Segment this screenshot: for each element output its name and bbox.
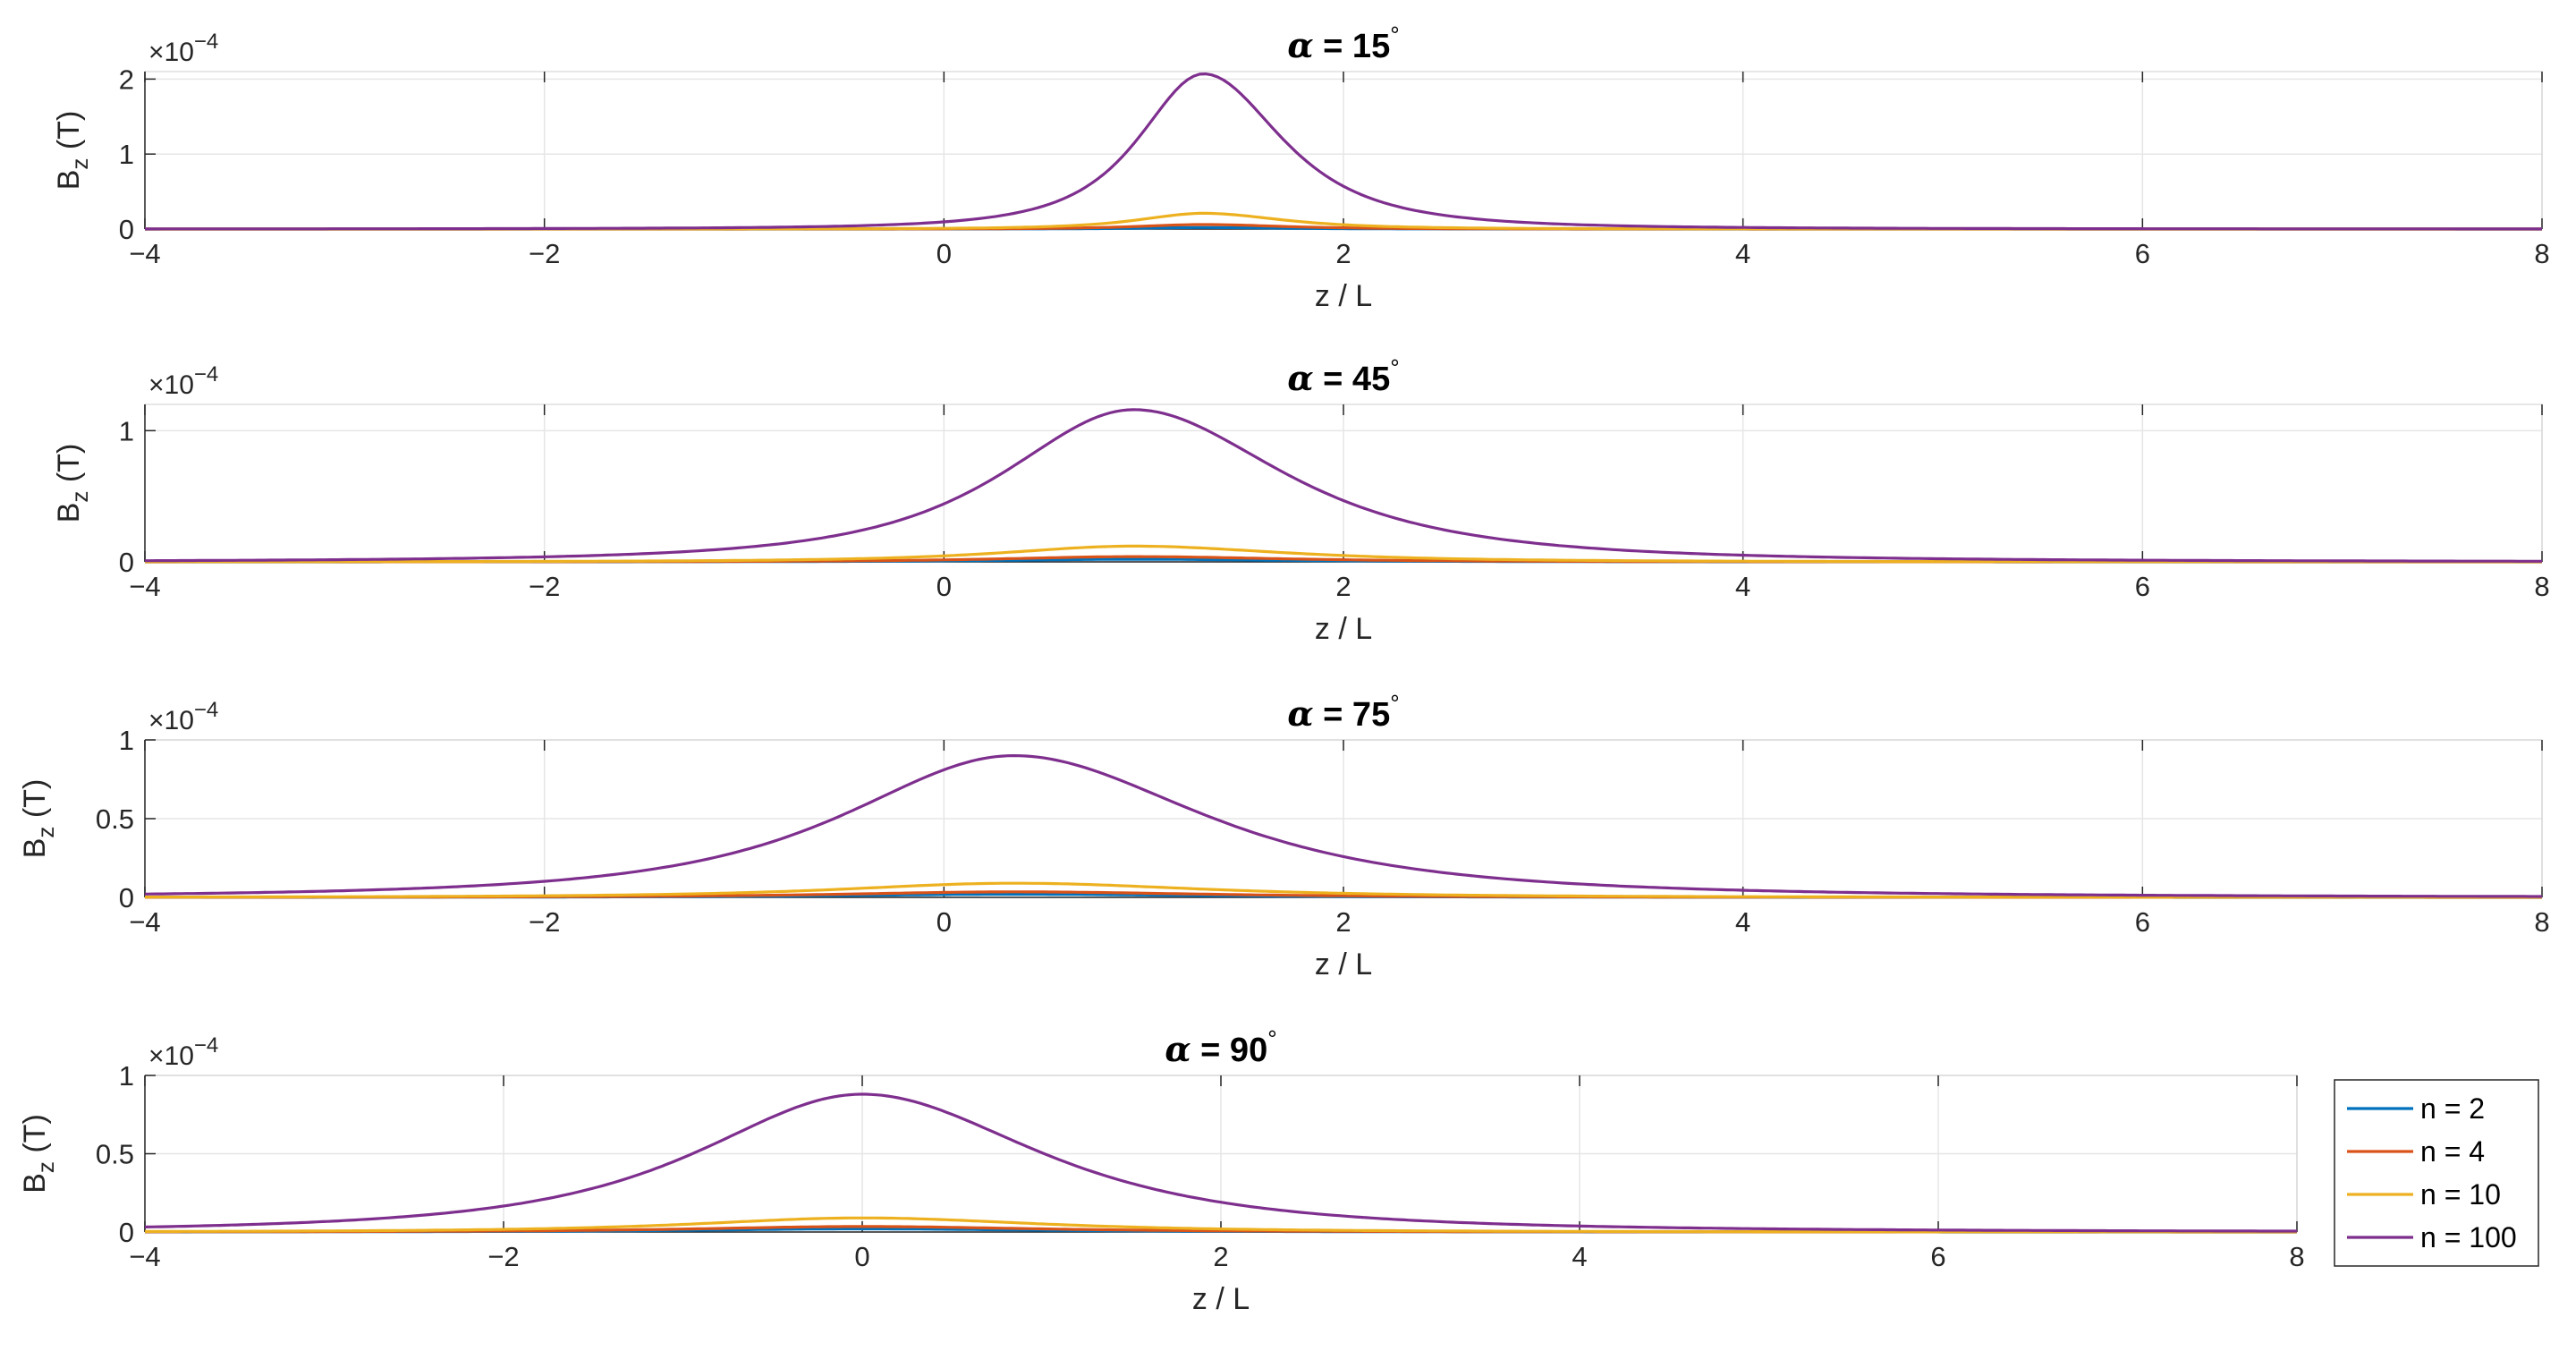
y-axis-label: Bz (T) — [18, 779, 59, 859]
panel-title: α = 90° — [1165, 1025, 1276, 1069]
y-tick-label: 0 — [119, 214, 134, 245]
x-tick-label: 2 — [1335, 906, 1351, 938]
y-tick-label: 0 — [119, 1217, 134, 1248]
panel-3: −4 −2 0 2 4 6 8 0 0.5 1 ×10−4 α = 75° z / L Bz (T) — [18, 690, 2550, 981]
y-tick-label: 1 — [119, 139, 134, 170]
x-tick-label: −4 — [129, 571, 160, 602]
y-exponent-label: ×10−4 — [148, 698, 218, 735]
x-axis-label: z / L — [1315, 612, 1372, 646]
x-tick-label: −4 — [129, 1241, 160, 1272]
y-exponent-label: ×10−4 — [148, 30, 218, 67]
x-tick-label: 8 — [2289, 1241, 2304, 1272]
series-line-n-10 — [145, 1216, 2297, 1234]
legend-entry-label: n = 4 — [2420, 1135, 2485, 1168]
panel-4: −4 −2 0 2 4 6 8 0 0.5 1 ×10−4 α = 90° z / L Bz (T) n =… — [18, 1025, 2539, 1316]
x-tick-label: 6 — [1930, 1241, 1945, 1272]
y-exponent-label: ×10−4 — [148, 1033, 218, 1071]
x-tick-label: −2 — [529, 571, 560, 602]
x-tick-label: 0 — [936, 238, 952, 269]
series-line-n-10 — [145, 881, 2542, 899]
y-tick-label: 0.5 — [96, 1139, 134, 1170]
legend: n = 2 n = 4 n = 10 n = 100 — [2334, 1079, 2539, 1267]
x-tick-label: 4 — [1735, 906, 1750, 938]
y-tick-label: 1 — [119, 1060, 134, 1092]
x-tick-label: 0 — [854, 1241, 869, 1272]
series-line-n-100 — [144, 1092, 2297, 1233]
x-tick-label: 6 — [2135, 238, 2150, 269]
panel-1: −4 −2 0 2 4 6 8 0 1 2 ×10−4 α = 15° z / L Bz (T) — [52, 21, 2550, 313]
x-tick-label: −4 — [129, 238, 160, 269]
y-axis-label: Bz (T) — [52, 111, 93, 191]
y-tick-label: 2 — [119, 64, 134, 95]
legend-box — [2334, 1079, 2539, 1267]
y-exponent-label: ×10−4 — [148, 362, 218, 400]
x-tick-label: 8 — [2534, 906, 2549, 938]
y-tick-label: 1 — [119, 415, 134, 446]
y-tick-label: 1 — [119, 725, 134, 756]
x-axis-label: z / L — [1315, 279, 1372, 313]
series-line-n-100 — [145, 72, 2542, 231]
y-tick-label: 0 — [119, 547, 134, 578]
x-tick-label: −2 — [487, 1241, 519, 1272]
x-tick-label: 2 — [1213, 1241, 1228, 1272]
series-line-n-100 — [145, 408, 2542, 563]
x-tick-label: 4 — [1735, 238, 1750, 269]
x-tick-label: 4 — [1735, 571, 1750, 602]
panel-title: α = 75° — [1287, 690, 1399, 734]
x-tick-label: 0 — [936, 571, 952, 602]
y-tick-label: 0.5 — [96, 803, 134, 835]
x-tick-label: −2 — [529, 238, 560, 269]
y-tick-label: 0 — [119, 882, 134, 913]
x-axis-label: z / L — [1192, 1282, 1250, 1316]
x-tick-label: 6 — [2135, 571, 2150, 602]
x-axis-label: z / L — [1315, 947, 1372, 981]
x-tick-label: 8 — [2534, 571, 2549, 602]
x-tick-label: 8 — [2534, 238, 2549, 269]
series-line-n-10 — [145, 544, 2542, 564]
legend-entry-label: n = 10 — [2420, 1178, 2501, 1211]
series-line-n-100 — [144, 754, 2542, 898]
panel-2: −4 −2 0 2 4 6 8 0 1 ×10−4 α = 45° z / L Bz (T) — [52, 354, 2550, 646]
x-tick-label: −2 — [529, 906, 560, 938]
legend-entry-label: n = 100 — [2420, 1221, 2517, 1253]
x-tick-label: 2 — [1335, 238, 1351, 269]
panel-title: α = 45° — [1287, 354, 1399, 398]
x-tick-label: 2 — [1335, 571, 1351, 602]
legend-entry-label: n = 2 — [2420, 1092, 2485, 1125]
x-tick-label: 4 — [1572, 1241, 1587, 1272]
y-axis-label: Bz (T) — [18, 1114, 59, 1194]
x-tick-label: 0 — [936, 906, 952, 938]
x-tick-label: 6 — [2135, 906, 2150, 938]
x-tick-label: −4 — [129, 906, 160, 938]
panel-title: α = 15° — [1287, 21, 1399, 65]
y-axis-label: Bz (T) — [52, 444, 93, 523]
